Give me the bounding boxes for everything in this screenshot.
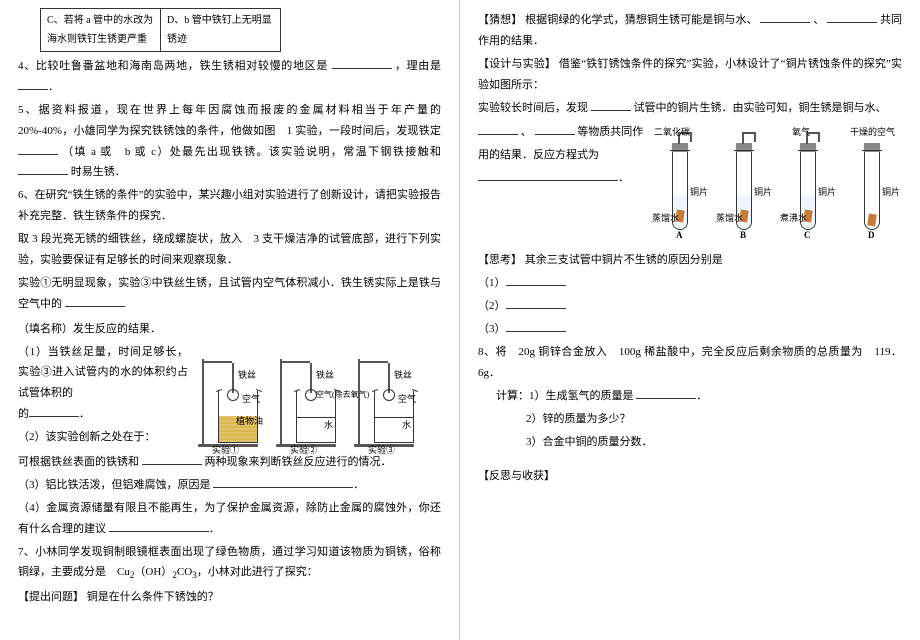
q8b: 计算：1）生成氢气的质量是 ． [478,386,902,407]
think-line: 【思考】 其余三支试管中铜片不生锈的原因分别是 [478,250,902,271]
right-column: 【猜想】 根据铜绿的化学式，猜想铜生锈可能是铜与水、 、 共同作用的结果． 【设… [460,0,920,640]
q6e-lead: （2）该实验创新之处在于： [18,427,188,448]
blank [478,123,518,135]
q5b: （填 a 或 b 或 c）处最先出现铁锈。该实验说明，常温下钢铁接触和 [62,146,441,158]
beaker-1: 铁丝 空气 植物油 实验① [194,355,266,447]
tube-c: 氧气 铜片 煮沸水 C [782,124,834,244]
blank [827,11,877,23]
beaker-2: 铁丝 空气(除去氧气) 水 实验② [272,355,344,447]
option-table: C、若将 a 管中的水改为海水则铁钉生锈更严重 D、b 管中铁钉上无明显锈迹 [40,8,281,52]
q4-tail: ，理由是 [395,60,441,72]
heading-ask: 【提出问题】 [18,591,84,603]
think-1: （1） [478,273,902,294]
blank [760,11,810,23]
q6b: 取 3 段光亮无锈的细铁丝，绕成螺旋状，放入 3 支干燥洁净的试管底部，进行下列… [18,229,441,271]
q6a: 6、在研究“铁生锈的条件”的实验中，某兴趣小组对实验进行了创新设计，请把实验报告… [18,185,441,227]
blank [18,78,48,90]
q7a-line: 7、小林同学发现铜制眼镜框表面出现了绿色物质，通过学习知道该物质为铜锈，俗称铜绿… [18,542,441,586]
caption-3: 实验③ [368,442,395,459]
blank [65,295,125,307]
design-line: 【设计与实验】 借鉴“铁钉锈蚀条件的探究”实验，小林设计了“铜片锈蚀条件的探究”… [478,54,902,96]
design4-line: 用的结果．反应方程式为 [478,145,648,166]
tube-d: 干燥的空气 铜片 D [846,124,898,244]
design2-line: 实验较长时间后，发现 试管中的铜片生锈．由实验可知，铜生锈是铜与水、 [478,98,902,119]
blank [506,320,566,332]
q8d: 3）合金中铜的质量分数． [478,432,902,453]
tube-b: 铜片 蒸馏水 B [718,124,770,244]
heading-design: 【设计与实验】 [478,58,556,70]
q4-text: 4、比较吐鲁番盆地和海南岛两地，铁生锈相对较慢的地区是 [18,60,328,72]
blank [142,453,202,465]
option-c: C、若将 a 管中的水改为海水则铁钉生锈更严重 [41,9,161,52]
caption-1: 实验① [212,442,239,459]
blank [213,476,353,488]
q6g-line: （4）金属资源储量有限且不能再生，为了保护金属资源，除防止金属的腐蚀外，你还有什… [18,498,441,540]
caption-2: 实验② [290,442,317,459]
q5a: 5、据资料报道，现在世界上每年因腐蚀而报废的金属材料相当于年产量的 20%-40… [18,104,452,137]
blank [478,169,618,181]
test-tube-diagrams: 二氧化碳 铜片 蒸馏水 A 铜片 蒸馏水 B 氧气 铜片 煮 [654,124,898,244]
guess-line: 【猜想】 根据铜绿的化学式，猜想铜生锈可能是铜与水、 、 共同作用的结果． [478,10,902,52]
blank [18,163,68,175]
blank [506,297,566,309]
q8a: 8、将 20g 铜锌合金放入 100g 稀盐酸中，完全反应后剩余物质的总质量为 … [478,342,902,384]
tube-a: 二氧化碳 铜片 蒸馏水 A [654,124,706,244]
reflect-heading: 【反思与收获】 [478,466,902,487]
think-3: （3） [478,319,902,340]
blank [29,405,79,417]
heading-guess: 【猜想】 [478,14,522,26]
blank [591,99,631,111]
q6d: （1）当铁丝足量，时间足够长，实验③进入试管内的水的体积约占试管体积的 的． [18,342,188,426]
blank [18,143,58,155]
think-2: （2） [478,296,902,317]
worksheet-page: C、若将 a 管中的水改为海水则铁钉生锈更严重 D、b 管中铁钉上无明显锈迹 4… [0,0,920,640]
option-d: D、b 管中铁钉上无明显锈迹 [161,9,281,52]
q8c: 2）锌的质量为多少？ [478,409,902,430]
blank [506,274,566,286]
blank [109,520,209,532]
blank [636,387,696,399]
q5c: 时易生锈． [71,166,126,178]
q4-line: 4、比较吐鲁番盆地和海南岛两地，铁生锈相对较慢的地区是 ，理由是 ． [18,56,441,98]
blank [332,57,392,69]
beaker-3: 铁丝 空气 水 实验③ [350,355,422,447]
heading-think: 【思考】 [478,254,522,266]
q6f-line: （3）铝比铁活泼，但铝难腐蚀，原因是 ． [18,475,441,496]
beaker-diagrams: 铁丝 空气 植物油 实验① 铁丝 空气(除去氧气) 水 实验② [194,320,422,447]
q6c-line: 实验①无明显现象，实验③中铁丝生锈，且试管内空气体积减小．铁生锈实际上是铁与空气… [18,273,441,315]
q5-line-a: 5、据资料报道，现在世界上每年因腐蚀而报废的金属材料相当于年产量的 20%-40… [18,100,441,184]
blank [535,123,575,135]
design3-line: 、 等物质共同作 [478,122,648,143]
left-column: C、若将 a 管中的水改为海水则铁钉生锈更严重 D、b 管中铁钉上无明显锈迹 4… [0,0,460,640]
q6c2: （填名称）发生反应的结果． [18,319,188,340]
q7-ask: 【提出问题】 铜是在什么条件下锈蚀的？ [18,587,441,608]
